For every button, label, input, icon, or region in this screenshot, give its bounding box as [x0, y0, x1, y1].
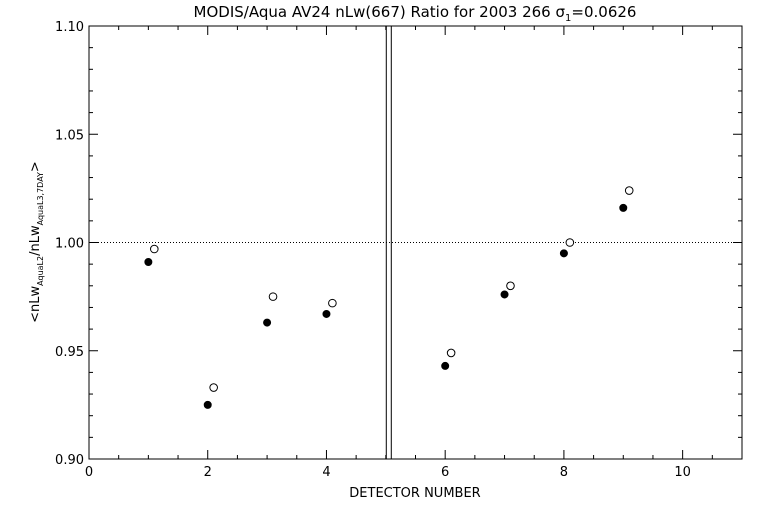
open-point [150, 244, 159, 254]
x-tick-label: 2 [204, 465, 212, 480]
x-tick-label: 8 [560, 465, 568, 480]
open-point [268, 292, 278, 301]
tick-labels: 0 2 4 6 8 10 0.90 0.95 1.00 1.05 1.10 [55, 20, 691, 480]
filled-point [144, 257, 153, 266]
open-point [565, 238, 575, 247]
filled-point [619, 203, 628, 212]
y-tick-label: 0.95 [55, 345, 84, 360]
open-point [624, 186, 634, 195]
data-points [144, 186, 634, 409]
filled-point [322, 309, 331, 318]
y-tick-label: 1.05 [55, 128, 84, 143]
y-tick-label: 1.10 [55, 20, 84, 35]
chart-title: MODIS/Aqua AV24 nLw(667) Ratio for 2003 … [194, 3, 637, 24]
x-tick-label: 6 [441, 465, 449, 480]
x-tick-label: 10 [674, 465, 691, 480]
filled-point [203, 400, 212, 409]
open-point [506, 281, 515, 291]
open-point [328, 298, 337, 308]
y-axis-label: <nLwAquaL2/nLwAquaL3,7DAY> [28, 161, 45, 323]
filled-point [263, 318, 272, 327]
tick-marks [88, 25, 743, 460]
filled-point [441, 361, 450, 370]
open-point [446, 348, 456, 358]
filled-point [500, 290, 509, 299]
reference-lines [89, 26, 742, 459]
y-tick-label: 0.90 [55, 453, 84, 468]
open-point [209, 383, 218, 392]
x-axis-label: DETECTOR NUMBER [349, 486, 480, 501]
y-tick-label: 1.00 [55, 237, 84, 252]
x-tick-label: 0 [85, 465, 93, 480]
filled-point [559, 249, 568, 258]
x-tick-label: 4 [322, 465, 330, 480]
